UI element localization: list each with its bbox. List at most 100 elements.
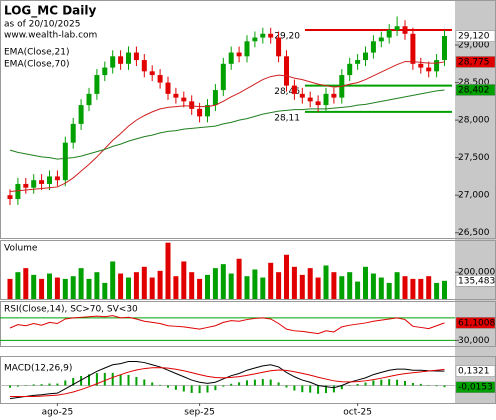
candle-body [94,75,100,94]
volume-bar [291,266,297,299]
histogram-bar [72,377,75,386]
histogram-bar [332,385,335,393]
histogram-bar [269,379,272,386]
candle-body [149,71,155,76]
histogram-bar [214,385,217,391]
histogram-bar [419,383,422,386]
last-value-box [455,56,496,68]
line [9,61,445,192]
volume-bar [165,242,171,299]
histogram-bar [95,373,98,386]
volume-bar [220,264,226,299]
volume-bar [244,276,250,299]
last-value-box [455,381,496,393]
last-value-box [455,365,496,377]
histogram-bar [127,374,130,386]
candle-body [299,93,305,98]
volume-bar [315,277,321,299]
candle-body [70,123,76,143]
candle-body [370,41,376,53]
candle-body [133,52,139,61]
candle-body [394,26,400,31]
histogram-bar [64,380,67,386]
legend-entry: EMA(Close,21) [4,48,69,58]
candle-body [434,60,440,72]
last-value-box [455,317,496,329]
candle-body [276,37,282,57]
volume-bar [299,274,305,299]
candle-body [15,183,21,199]
volume-bar [54,277,60,299]
candle-body [355,60,361,64]
last-value-label: 28,775 [458,57,490,67]
candle-body [86,93,92,106]
volume-bar [102,282,108,299]
histogram-bar [427,385,430,386]
histogram-bar [24,385,27,387]
histogram-bar [388,379,391,386]
volume-bar [70,276,76,299]
histogram-bar [380,379,383,386]
histogram-bar [261,379,264,386]
volume-bar [228,273,234,299]
candle-body [315,101,321,106]
histogram-bar [111,372,114,386]
histogram-bar [356,383,359,386]
candle-body [284,56,289,86]
last-value-label: 61,1008 [458,318,495,328]
volume-bar [236,258,242,299]
volume-bar [410,278,416,299]
volume-bar [402,276,408,299]
y-tick-label: 28,500 [458,78,490,88]
candle-body [228,52,234,64]
histogram-bar [364,382,367,386]
level-label: 29,20 [274,32,300,42]
panel-title: MACD(12,26,9) [4,364,72,374]
histogram-bar [167,385,169,388]
candle-body [402,26,408,34]
histogram-bar [372,380,375,386]
last-value-label: -0,0153 [458,383,493,393]
volume-bar [378,277,384,299]
volume-bar [370,273,376,299]
volume-bar [110,261,116,299]
y-tick-label: 30,000 [458,336,490,346]
histogram-bar [48,383,51,386]
candle-body [220,63,226,91]
histogram-bar [317,385,320,394]
volume-bar [426,276,432,299]
chart-title: LOG_MC Daily [4,4,96,19]
y-tick-label: 27,000 [458,191,490,201]
candle-body [141,60,147,72]
panel-title: Volume [4,244,38,254]
volume-bar [363,266,368,299]
histogram-bar [348,385,351,387]
last-value-label: 0,1321 [458,367,490,377]
histogram-bar [285,385,288,388]
volume-bar [442,280,447,299]
candle-body [205,105,210,117]
line [9,89,445,160]
candle-body [181,97,187,102]
histogram-bar [404,381,406,386]
histogram-bar [293,385,296,391]
volume-bar [197,278,203,299]
candle-body [212,90,218,106]
candle-body [54,176,60,181]
histogram-bar [411,382,414,386]
histogram-bar [206,385,209,393]
y-tick-label: 27,500 [458,153,490,163]
histogram-bar [253,379,256,386]
volume-bar [268,262,274,299]
volume-bar [15,272,21,299]
volume-bar [86,278,92,299]
histogram-bar [103,372,106,386]
histogram-bar [159,384,162,386]
candle-body [39,180,45,184]
candle-body [173,93,179,98]
candle-body [47,176,52,184]
candle-body [189,101,195,109]
histogram-bar [119,374,122,386]
